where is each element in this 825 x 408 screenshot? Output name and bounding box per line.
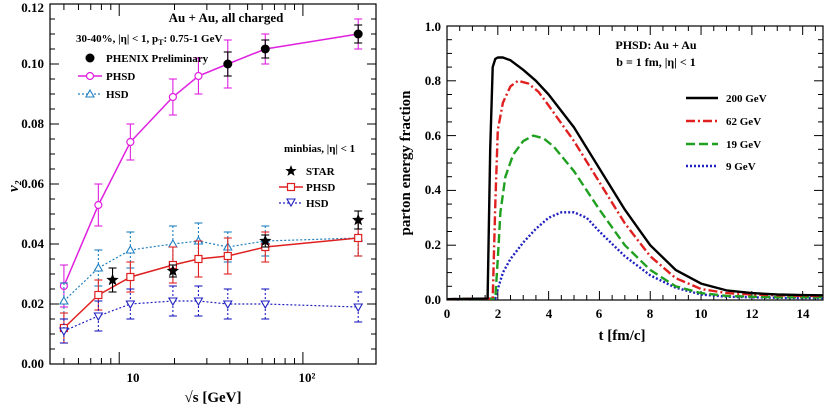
right-x-tick-label-14: 14 xyxy=(797,306,811,321)
data-point-phsd-bottom xyxy=(224,253,231,260)
right-title-line-2: b = 1 fm, |η| < 1 xyxy=(616,55,695,69)
right-x-tick-label-10: 10 xyxy=(695,306,708,321)
left-centrality-annotation: 30-40%, |η| < 1, pT: 0.75-1 GeV xyxy=(76,33,222,47)
data-point-phsd-bottom xyxy=(127,274,134,281)
legend-marker-phsd-top xyxy=(87,73,94,80)
right-y-tick-label-0: 0.0 xyxy=(425,292,441,307)
right-legend: 200 GeV 62 GeV 19 GeV 9 GeV xyxy=(686,93,767,173)
left-x-tick-label-10: 10 xyxy=(127,370,140,385)
right-y-tick-label-1: 0.2 xyxy=(425,237,441,252)
legend-marker-star xyxy=(285,165,296,176)
left-y-tick-label-3: 0.06 xyxy=(21,176,44,191)
right-y-tick-label-2: 0.4 xyxy=(425,182,442,197)
right-x-tick-label-12: 12 xyxy=(746,306,759,321)
legend-label-star: STAR xyxy=(306,166,336,178)
centrality-main: 30-40%, |η| < 1, p xyxy=(76,33,158,45)
data-point-hsd-bottom xyxy=(94,313,102,320)
right-y-tick-label-4: 0.8 xyxy=(425,73,442,88)
left-legend-bottom: STAR PHSD HSD xyxy=(279,165,336,210)
data-point-phsd-top xyxy=(127,139,134,146)
right-x-tick-label-2: 2 xyxy=(495,306,502,321)
legend-label-hsd-top: HSD xyxy=(106,89,129,101)
parton-energy-fraction-chart: 0.0 0.2 0.4 0.6 0.8 1.0 0 2 4 6 8 10 12 … xyxy=(398,19,823,344)
left-y-tick-label-0: 0.00 xyxy=(21,356,44,371)
legend-marker-phsd-bottom xyxy=(288,184,295,191)
series-line-4 xyxy=(64,238,358,328)
v2-vs-energy-chart: 0.00 0.02 0.04 0.06 0.08 0.10 0.12 10 10… xyxy=(6,0,376,406)
legend-label-62gev: 62 GeV xyxy=(726,116,761,128)
left-y-axis-label: v₂ xyxy=(6,180,22,192)
data-point-phsd-bottom xyxy=(95,292,102,299)
data-point-phsd-top xyxy=(95,202,102,209)
data-point-hsd-top xyxy=(126,246,134,253)
data-point-hsd-top xyxy=(169,240,177,247)
right-x-axis-label: t [fm/c] xyxy=(598,328,645,344)
legend-marker-phenix xyxy=(86,54,95,63)
left-y-tick-label-6: 0.12 xyxy=(21,0,44,15)
legend-label-200gev: 200 GeV xyxy=(726,93,767,105)
right-y-axis-label: parton energy fraction xyxy=(398,90,414,236)
right-y-tick-label-5: 1.0 xyxy=(425,19,441,34)
legend-label-19gev: 19 GeV xyxy=(726,139,761,151)
left-y-tick-label-4: 0.08 xyxy=(21,116,44,131)
series-line-5 xyxy=(64,301,358,331)
data-point-phsd-bottom xyxy=(355,235,362,242)
legend-label-phsd-top: PHSD xyxy=(106,71,135,83)
left-y-tick-label-2: 0.04 xyxy=(21,236,44,251)
data-point-phsd-top xyxy=(195,73,202,80)
legend-label-phsd-bottom: PHSD xyxy=(306,182,335,194)
left-y-tick-label-5: 0.10 xyxy=(21,56,44,71)
data-point-phsd-top xyxy=(169,94,176,101)
right-title-line-1: PHSD: Au + Au xyxy=(615,38,697,52)
data-point-phenix xyxy=(223,60,232,69)
left-x-tick-label-100: 10² xyxy=(299,370,316,385)
left-y-tick-label-1: 0.02 xyxy=(21,296,44,311)
centrality-tail: : 0.75-1 GeV xyxy=(163,33,222,45)
right-x-tick-label-4: 4 xyxy=(546,306,553,321)
data-point-phenix xyxy=(354,30,363,39)
right-y-tick-label-3: 0.6 xyxy=(425,128,442,143)
legend-label-hsd-bottom: HSD xyxy=(306,198,329,210)
data-point-hsd-top xyxy=(94,264,102,271)
legend-label-phenix: PHENIX Preliminary xyxy=(106,53,209,65)
data-point-phenix xyxy=(261,45,270,54)
left-x-axis-label: √s [GeV] xyxy=(185,390,242,406)
data-point-phsd-bottom xyxy=(195,256,202,263)
left-system-annotation: Au + Au, all charged xyxy=(169,10,284,25)
left-series-marks xyxy=(60,19,364,343)
right-x-tick-label-0: 0 xyxy=(444,306,451,321)
legend-label-9gev: 9 GeV xyxy=(726,161,756,173)
right-x-tick-label-6: 6 xyxy=(596,306,603,321)
left-minbias-annotation: minbias, |η| < 1 xyxy=(284,143,355,155)
right-x-tick-label-8: 8 xyxy=(647,306,654,321)
left-legend-top: PHENIX Preliminary PHSD HSD xyxy=(78,53,209,101)
series-line-2 xyxy=(64,238,358,301)
